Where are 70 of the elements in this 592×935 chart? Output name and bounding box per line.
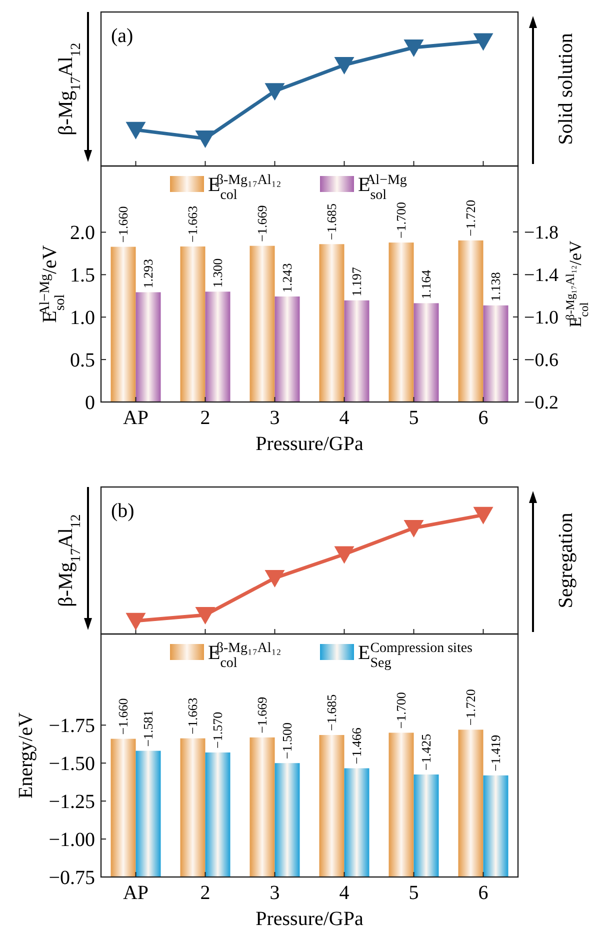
data-label: −1.663 — [184, 206, 200, 242]
x-tick-label: 2 — [200, 407, 210, 429]
point — [195, 130, 216, 148]
x-tick-label: 3 — [270, 407, 280, 429]
data-label: −1.720 — [462, 200, 478, 236]
x-tick-label: 5 — [408, 882, 419, 904]
data-label: −1.419 — [488, 734, 503, 772]
y2-axis-title: Segregation — [555, 512, 577, 608]
y-tick-label: 2.0 — [70, 222, 95, 244]
y-tick-label: 0 — [85, 392, 95, 414]
point — [126, 122, 146, 140]
data-label: −1.660 — [115, 206, 130, 243]
y2-tick-label: −0.6 — [524, 350, 558, 372]
point — [264, 570, 285, 588]
point — [473, 506, 494, 524]
data-label: −1.466 — [348, 727, 364, 764]
data-label: 1.243 — [279, 263, 294, 292]
y2-axis-title: Solid solution — [555, 33, 577, 145]
y-tick-label: 1.0 — [70, 307, 95, 330]
point — [404, 520, 424, 538]
point — [126, 612, 146, 630]
y2-tick-label: −1.8 — [524, 222, 558, 244]
point — [195, 606, 216, 624]
annotation: (a) — [111, 25, 134, 47]
data-label: −1.669 — [254, 696, 270, 734]
x-tick-label: 2 — [200, 882, 210, 904]
data-label: 1.197 — [348, 266, 364, 296]
x-axis-title: Pressure/GPa — [256, 433, 364, 455]
data-label: −1.700 — [393, 202, 408, 239]
point — [264, 83, 285, 101]
data-label: −1.700 — [393, 692, 408, 729]
data-label: −1.720 — [462, 689, 478, 726]
x-tick-label: AP — [122, 407, 149, 429]
data-label: −1.663 — [184, 698, 200, 734]
data-label: −1.425 — [418, 734, 434, 770]
annotation: (b) — [111, 500, 134, 522]
x-tick-label: 3 — [270, 882, 280, 904]
x-tick-label: 6 — [478, 882, 488, 904]
data-label: 1.164 — [418, 269, 434, 300]
x-axis-title: Pressure/GPa — [256, 908, 364, 930]
point — [334, 56, 354, 74]
data-label: −1.660 — [115, 698, 130, 735]
point — [473, 33, 494, 51]
y-tick-label: 0.5 — [70, 350, 95, 372]
data-label: 1.293 — [140, 258, 156, 288]
data-label: −1.570 — [210, 712, 225, 748]
data-label: −1.500 — [279, 722, 294, 760]
x-tick-label: 6 — [478, 407, 488, 429]
x-tick-label: 4 — [339, 407, 350, 429]
x-tick-label: 5 — [408, 407, 419, 429]
point — [334, 546, 354, 564]
y-tick-label: −1.50 — [48, 753, 95, 776]
y2-tick-label: −0.2 — [524, 392, 558, 414]
y-tick-label: 1.5 — [70, 264, 95, 287]
x-tick-label: AP — [122, 882, 149, 904]
data-label: −1.669 — [254, 205, 270, 242]
y-tick-label: −1.75 — [48, 715, 95, 738]
data-label: 1.138 — [488, 272, 503, 302]
point — [404, 39, 424, 57]
data-label: −1.685 — [324, 204, 339, 240]
x-tick-label: 4 — [339, 882, 350, 904]
data-label: −1.581 — [140, 710, 156, 747]
y-axis-title: Energy/eV — [15, 712, 37, 799]
data-label: −1.685 — [324, 694, 339, 731]
y-tick-label: −1.25 — [48, 791, 95, 814]
y-tick-label: −1.00 — [48, 829, 95, 852]
y2-tick-label: −1.0 — [524, 308, 558, 329]
y-tick-label: −0.75 — [48, 867, 95, 889]
y2-tick-label: −1.4 — [524, 265, 559, 286]
data-label: 1.300 — [210, 258, 225, 288]
